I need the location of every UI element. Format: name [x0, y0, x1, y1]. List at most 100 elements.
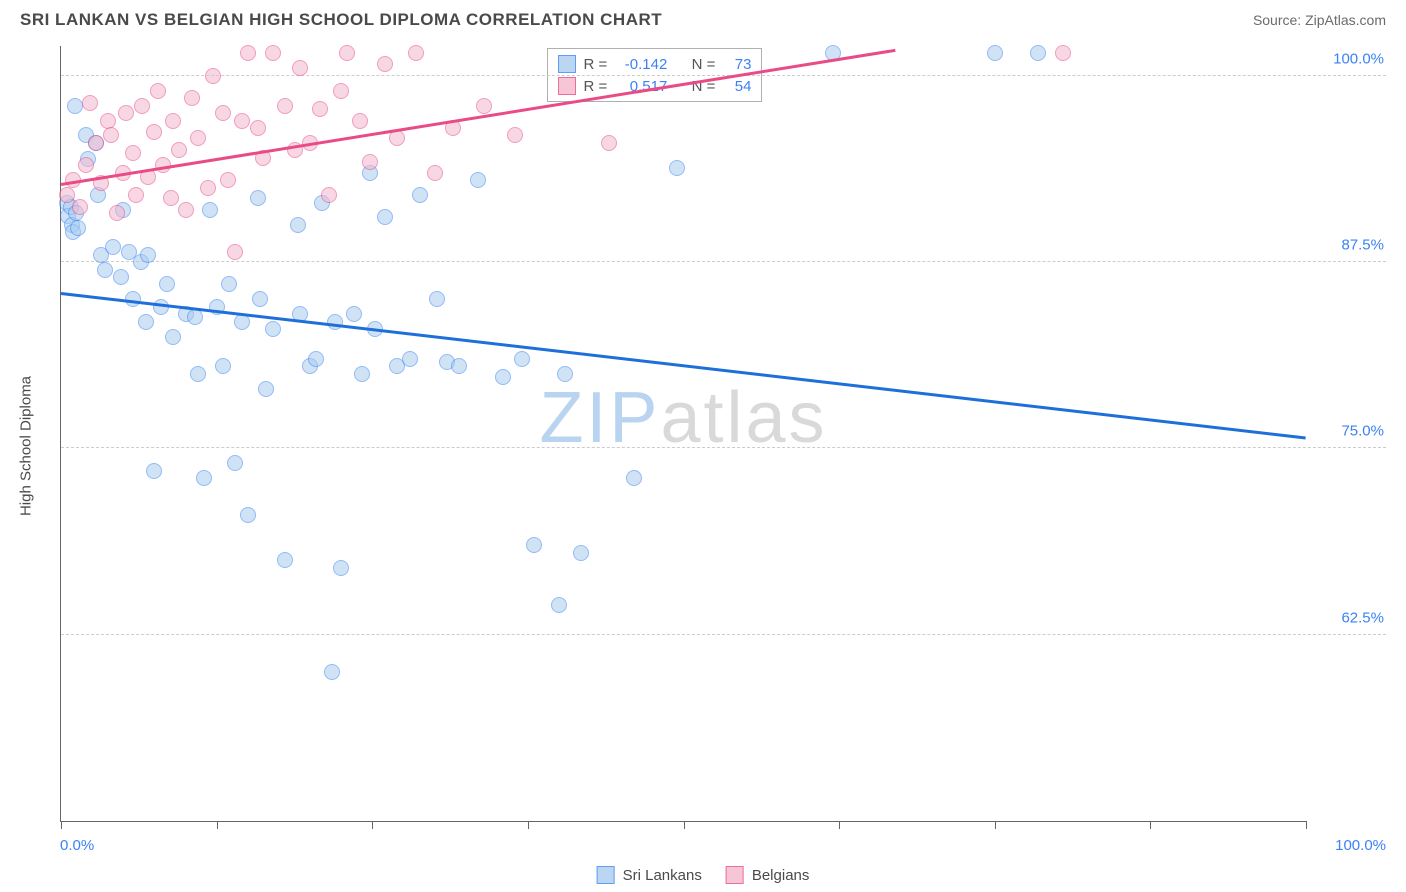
data-point [557, 366, 573, 382]
y-tick-label: 75.0% [1314, 423, 1384, 440]
data-point [626, 470, 642, 486]
y-tick-label: 100.0% [1314, 50, 1384, 67]
data-point [146, 463, 162, 479]
legend-swatch [726, 866, 744, 884]
data-point [601, 135, 617, 151]
data-point [128, 187, 144, 203]
data-point [78, 157, 94, 173]
data-point [221, 276, 237, 292]
data-point [227, 455, 243, 471]
legend-item: Belgians [726, 866, 810, 884]
legend-label: Sri Lankans [623, 867, 702, 884]
data-point [277, 552, 293, 568]
data-point [163, 190, 179, 206]
gridline [61, 634, 1386, 635]
data-point [150, 83, 166, 99]
data-point [377, 209, 393, 225]
stat-row: R =-0.142 N =73 [558, 53, 752, 75]
gridline [61, 261, 1386, 262]
data-point [551, 597, 567, 613]
r-label: R = [584, 78, 608, 95]
data-point [88, 135, 104, 151]
data-point [205, 68, 221, 84]
data-point [1055, 45, 1071, 61]
data-point [82, 95, 98, 111]
data-point [507, 127, 523, 143]
data-point [215, 358, 231, 374]
data-point [362, 154, 378, 170]
data-point [202, 202, 218, 218]
data-point [526, 537, 542, 553]
trend-line [61, 292, 1306, 439]
data-point [165, 329, 181, 345]
data-point [495, 369, 511, 385]
data-point [97, 262, 113, 278]
data-point [987, 45, 1003, 61]
source-prefix: Source: [1253, 12, 1305, 28]
data-point [70, 220, 86, 236]
data-point [103, 127, 119, 143]
data-point [220, 172, 236, 188]
plot-area: ZIPatlas R =-0.142 N =73R =0.517 N =54 6… [60, 46, 1306, 822]
data-point [240, 45, 256, 61]
y-axis-label: High School Diploma [18, 376, 35, 516]
data-point [389, 130, 405, 146]
data-point [240, 507, 256, 523]
data-point [573, 545, 589, 561]
data-point [377, 56, 393, 72]
data-point [265, 321, 281, 337]
data-point [321, 187, 337, 203]
chart-container: ZIPatlas R =-0.142 N =73R =0.517 N =54 6… [60, 46, 1386, 842]
data-point [146, 124, 162, 140]
data-point [451, 358, 467, 374]
data-point [215, 105, 231, 121]
data-point [184, 90, 200, 106]
trend-line [61, 49, 896, 186]
data-point [134, 98, 150, 114]
data-point [402, 351, 418, 367]
data-point [250, 120, 266, 136]
data-point [346, 306, 362, 322]
x-tick [528, 821, 529, 829]
data-point [234, 113, 250, 129]
n-value: 54 [723, 78, 751, 95]
legend-item: Sri Lankans [597, 866, 702, 884]
x-tick [217, 821, 218, 829]
source-attribution: Source: ZipAtlas.com [1253, 12, 1386, 28]
data-point [324, 664, 340, 680]
n-value: 73 [723, 56, 751, 73]
legend-label: Belgians [752, 867, 810, 884]
data-point [72, 199, 88, 215]
data-point [100, 113, 116, 129]
data-point [165, 113, 181, 129]
data-point [333, 83, 349, 99]
data-point [408, 45, 424, 61]
data-point [292, 60, 308, 76]
data-point [277, 98, 293, 114]
data-point [105, 239, 121, 255]
data-point [196, 470, 212, 486]
n-label: N = [692, 56, 716, 73]
data-point [470, 172, 486, 188]
x-axis-min-label: 0.0% [60, 837, 94, 854]
y-tick-label: 62.5% [1314, 609, 1384, 626]
data-point [140, 247, 156, 263]
data-point [308, 351, 324, 367]
data-point [227, 244, 243, 260]
chart-title: SRI LANKAN VS BELGIAN HIGH SCHOOL DIPLOM… [20, 10, 662, 30]
data-point [178, 202, 194, 218]
legend-swatch [597, 866, 615, 884]
data-point [67, 98, 83, 114]
x-tick [1306, 821, 1307, 829]
x-tick [372, 821, 373, 829]
data-point [265, 45, 281, 61]
data-point [187, 309, 203, 325]
data-point [118, 105, 134, 121]
data-point [514, 351, 530, 367]
data-point [252, 291, 268, 307]
legend: Sri Lankans Belgians [597, 866, 810, 884]
data-point [352, 113, 368, 129]
source-name: ZipAtlas.com [1305, 12, 1386, 28]
x-tick [995, 821, 996, 829]
data-point [250, 190, 266, 206]
